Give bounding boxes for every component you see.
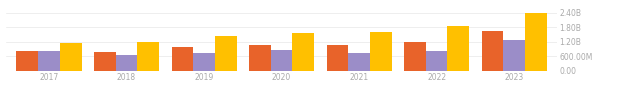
Bar <box>326 45 348 71</box>
Bar <box>60 43 81 71</box>
Bar <box>503 40 525 71</box>
Bar <box>38 51 60 71</box>
Bar <box>193 53 215 71</box>
Bar <box>94 52 116 71</box>
Bar <box>482 31 503 71</box>
Bar <box>249 45 271 71</box>
Bar <box>17 51 38 71</box>
Bar <box>271 50 292 71</box>
Bar <box>348 53 370 71</box>
Bar <box>404 42 426 71</box>
Bar <box>172 47 193 71</box>
Bar <box>116 55 138 71</box>
Bar <box>138 42 159 71</box>
Bar <box>215 36 237 71</box>
Bar <box>447 26 469 71</box>
Bar <box>292 33 314 71</box>
Bar <box>426 51 447 71</box>
Bar <box>370 32 392 71</box>
Bar <box>525 13 547 71</box>
